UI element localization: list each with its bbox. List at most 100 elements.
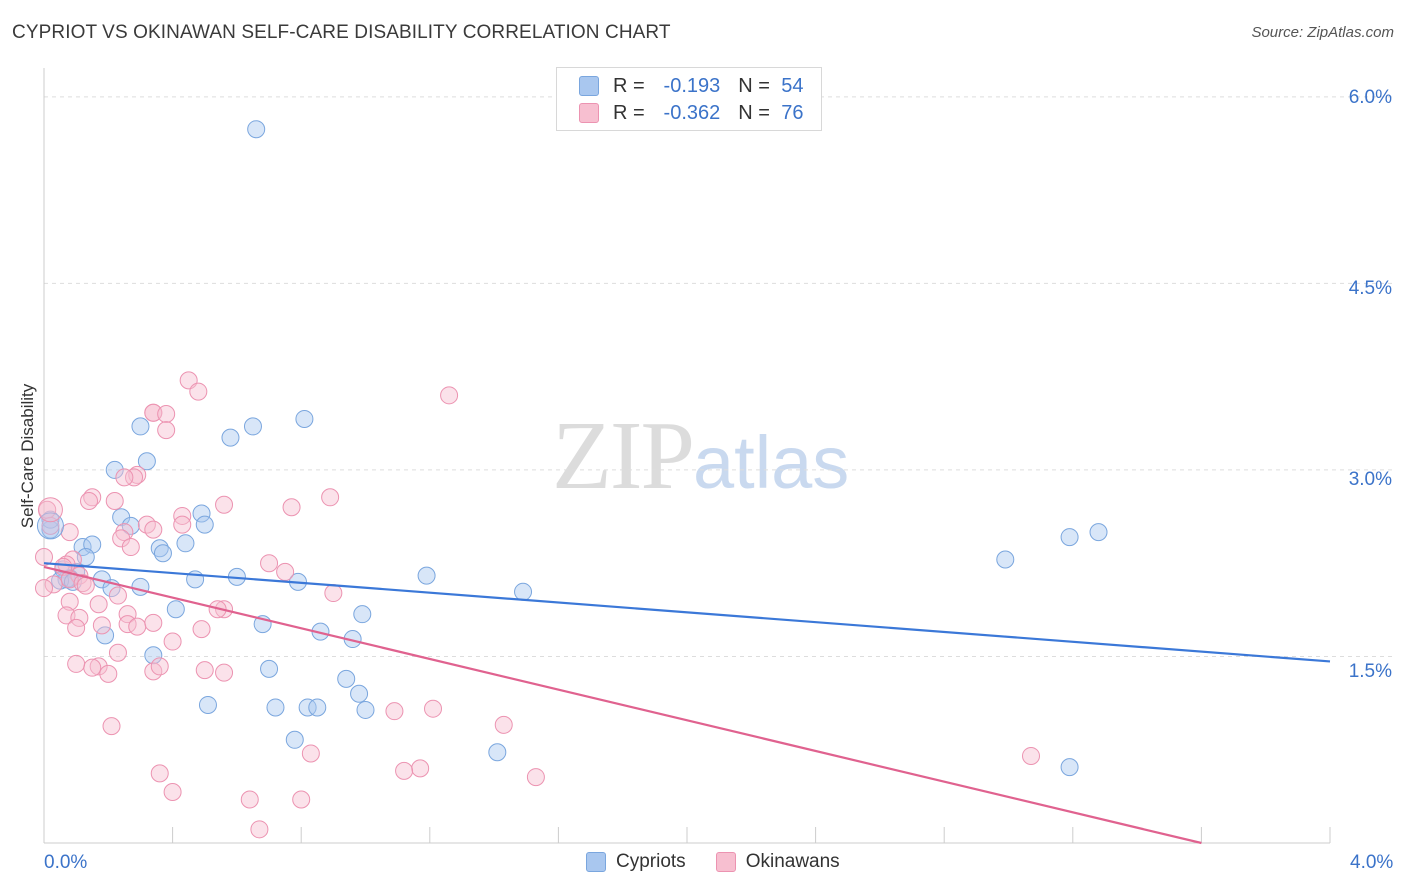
data-point-okinawans <box>105 492 124 511</box>
data-point-okinawans <box>385 702 404 721</box>
data-point-okinawans <box>44 575 63 594</box>
data-point-okinawans <box>192 620 211 639</box>
series-legend: Cypriots Okinawans <box>586 851 870 873</box>
data-point-okinawans <box>60 523 79 542</box>
watermark: ZIPatlas <box>552 400 849 512</box>
data-point-okinawans <box>102 717 121 736</box>
r-label: R = <box>613 101 645 124</box>
data-point-okinawans <box>76 576 95 595</box>
data-point-okinawans <box>163 783 182 802</box>
data-point-okinawans <box>67 654 86 673</box>
data-point-okinawans <box>144 613 163 632</box>
data-point-cypriots <box>514 582 533 601</box>
data-point-okinawans <box>128 617 147 636</box>
data-point-okinawans <box>157 421 176 440</box>
cypriots-swatch <box>579 76 599 96</box>
data-point-okinawans <box>440 386 459 405</box>
data-point-cypriots <box>198 695 217 714</box>
data-point-okinawans <box>163 632 182 651</box>
data-point-okinawans <box>324 584 343 603</box>
data-point-cypriots <box>131 417 150 436</box>
r-value: -0.193 <box>663 74 721 97</box>
n-value: 54 <box>781 74 804 97</box>
data-point-cypriots <box>260 659 279 678</box>
data-point-cypriots <box>243 417 262 436</box>
data-point-okinawans <box>195 661 214 680</box>
data-point-cypriots <box>137 452 156 471</box>
data-point-cypriots <box>166 600 185 619</box>
data-point-okinawans <box>83 658 102 677</box>
stats-legend: R = -0.193 N = 54 R = -0.362 N = 76 <box>556 67 822 131</box>
data-point-okinawans <box>41 516 60 535</box>
data-point-okinawans <box>35 547 53 566</box>
data-point-okinawans <box>108 643 127 662</box>
data-point-okinawans <box>125 468 144 487</box>
data-point-okinawans <box>282 498 301 517</box>
legend-label-okinawans: Okinawans <box>745 851 840 872</box>
x-tick-label-min: 0.0% <box>44 852 88 873</box>
chart-title: CYPRIOT VS OKINAWAN SELF-CARE DISABILITY… <box>12 22 671 43</box>
y-tick-label: 4.5% <box>1348 278 1392 299</box>
data-point-cypriots <box>150 539 169 558</box>
n-value: 76 <box>781 101 804 124</box>
data-point-okinawans <box>526 768 545 787</box>
legend-item-okinawans[interactable]: Okinawans <box>715 851 840 873</box>
data-point-okinawans <box>411 759 430 778</box>
y-tick-label: 6.0% <box>1348 87 1392 108</box>
data-point-cypriots <box>247 120 266 139</box>
watermark-zip: ZIP <box>552 402 695 510</box>
data-point-okinawans <box>173 515 192 534</box>
cypriots-legend-swatch <box>586 852 606 872</box>
data-point-cypriots <box>356 700 375 719</box>
data-point-cypriots <box>41 520 60 539</box>
data-point-cypriots <box>350 684 369 703</box>
y-tick-label: 1.5% <box>1348 661 1392 682</box>
data-point-okinawans <box>150 657 169 676</box>
data-point-cypriots <box>153 544 172 563</box>
data-point-okinawans <box>99 664 118 683</box>
data-point-okinawans <box>1022 746 1041 765</box>
data-point-cypriots <box>105 460 124 479</box>
data-point-cypriots <box>996 550 1015 569</box>
y-tick-label: 3.0% <box>1348 469 1392 490</box>
data-point-cypriots <box>221 428 240 447</box>
data-point-okinawans <box>108 586 127 605</box>
data-point-okinawans <box>250 820 269 839</box>
data-point-okinawans <box>35 579 53 598</box>
trend-line-okinawans <box>43 565 1202 845</box>
trend-line-cypriots <box>43 562 1331 663</box>
data-point-okinawans <box>60 592 79 611</box>
stats-legend-row-okinawans: R = -0.362 N = 76 <box>579 100 804 126</box>
data-point-okinawans <box>240 790 259 809</box>
data-point-okinawans <box>37 497 63 523</box>
data-point-cypriots <box>1060 758 1079 777</box>
chart-source: Source: ZipAtlas.com <box>1251 24 1394 41</box>
data-point-cypriots <box>337 669 356 688</box>
data-point-cypriots <box>192 504 211 523</box>
data-point-cypriots <box>131 577 150 596</box>
data-point-cypriots <box>195 515 214 534</box>
n-label: N = <box>738 74 770 97</box>
data-point-cypriots <box>295 409 314 428</box>
data-point-okinawans <box>73 574 92 593</box>
legend-label-cypriots: Cypriots <box>616 851 686 872</box>
data-point-okinawans <box>157 404 176 423</box>
x-tick-label-max: 4.0% <box>1350 852 1394 873</box>
data-point-okinawans <box>260 554 279 573</box>
data-point-cypriots <box>1089 523 1108 542</box>
data-point-okinawans <box>67 618 86 637</box>
data-point-okinawans <box>395 761 414 780</box>
r-value: -0.362 <box>663 101 721 124</box>
stats-legend-row-cypriots: R = -0.193 N = 54 <box>579 73 804 99</box>
watermark-atlas: atlas <box>693 421 850 504</box>
legend-item-cypriots[interactable]: Cypriots <box>586 851 686 873</box>
data-point-okinawans <box>494 715 513 734</box>
okinawans-legend-swatch <box>715 852 736 872</box>
data-point-cypriots <box>176 534 195 553</box>
data-point-cypriots <box>488 743 507 762</box>
data-point-okinawans <box>292 790 311 809</box>
data-point-okinawans <box>92 616 111 635</box>
data-point-okinawans <box>70 608 89 627</box>
data-point-okinawans <box>144 520 163 539</box>
data-point-cypriots <box>353 605 372 624</box>
